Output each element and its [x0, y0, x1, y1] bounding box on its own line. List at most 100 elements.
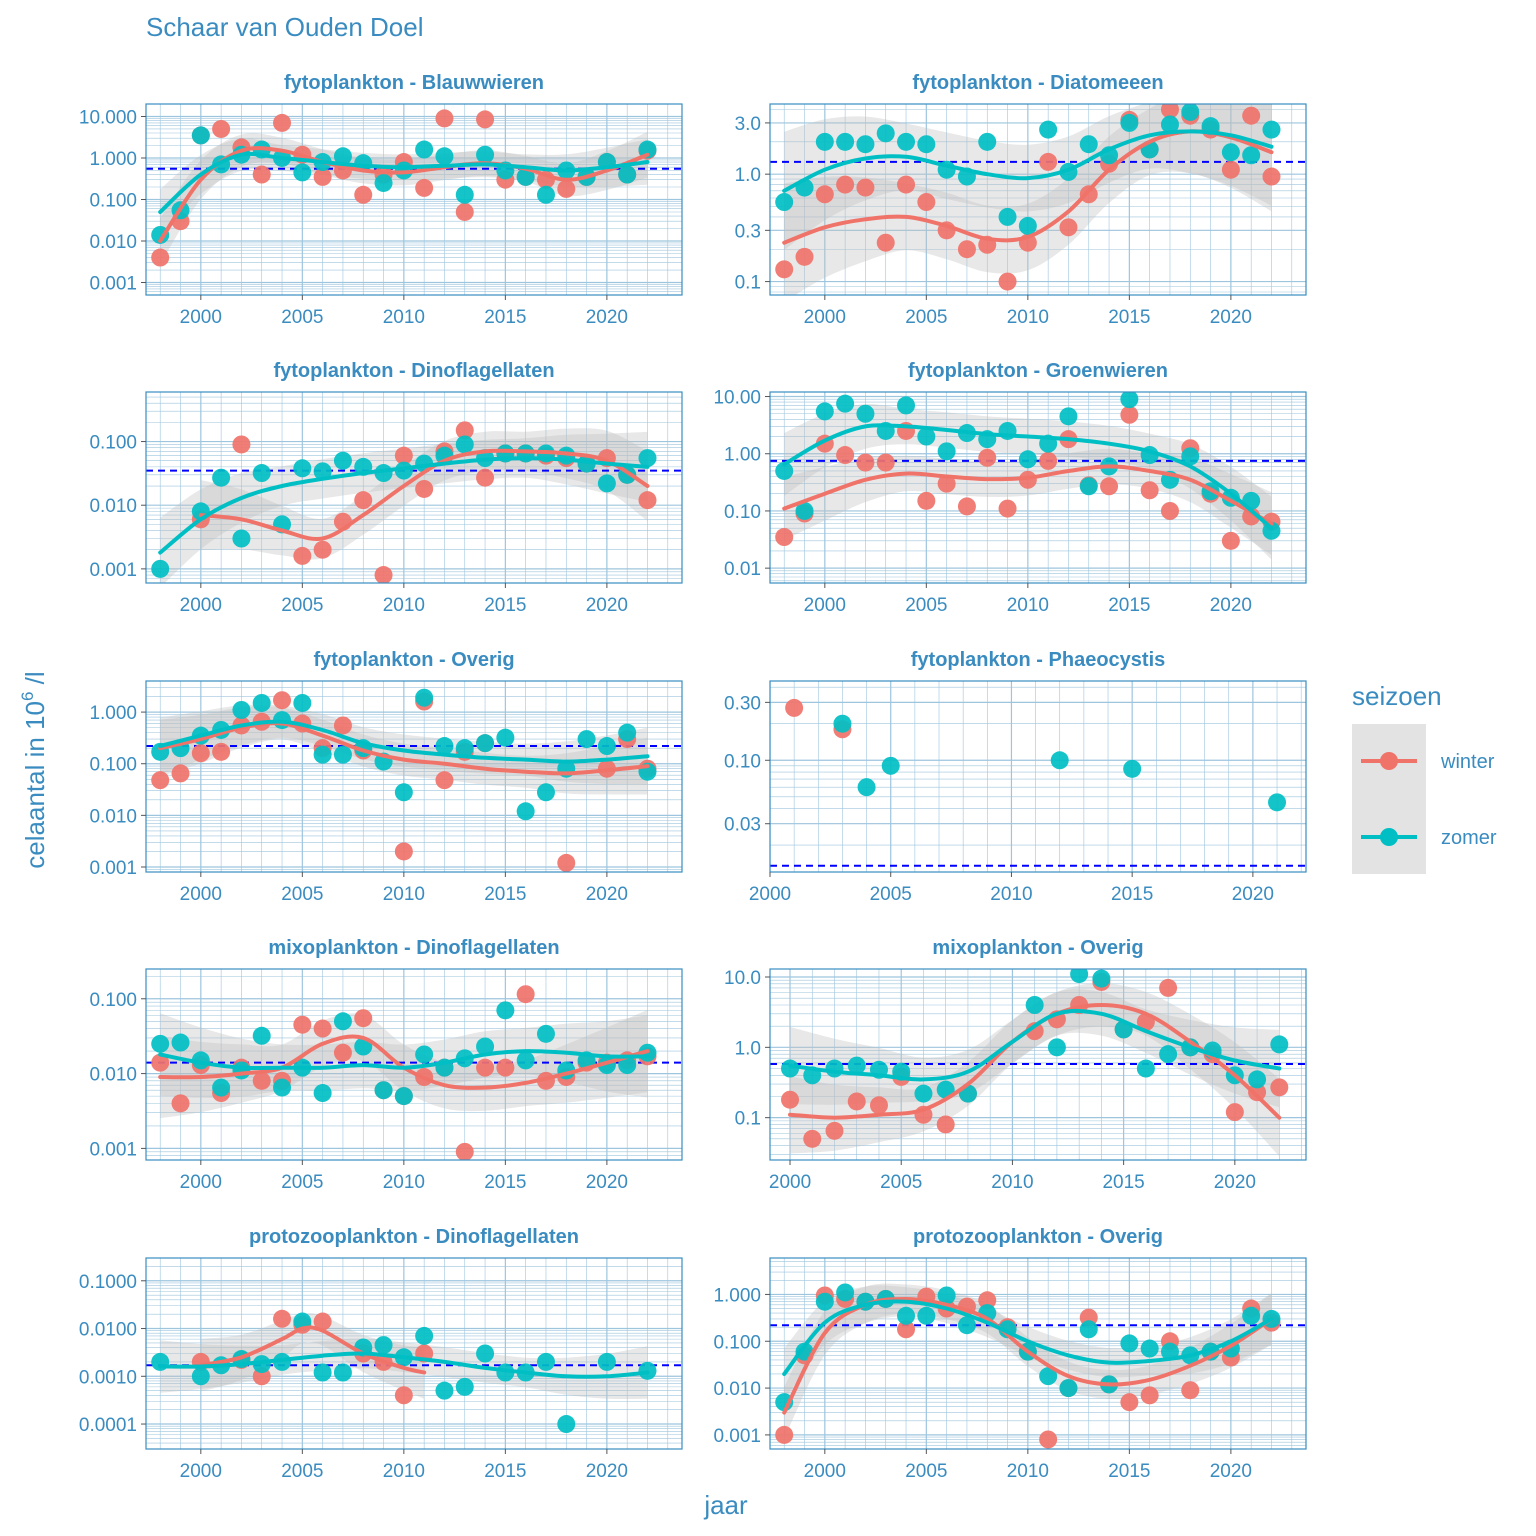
- legend-entry-zomer-point: [1380, 828, 1398, 846]
- panel-fytoplankton-overig-y-tick-label: 1.000: [89, 703, 137, 724]
- panel-fytoplankton-overig-point-zomer: [313, 745, 332, 764]
- panel-protozooplankton-overig-plot-area: [770, 1258, 1306, 1449]
- panel-protozooplankton-dinoflagellaten-plot-area: [146, 1258, 682, 1449]
- panel-protozooplankton-overig-point-zomer: [815, 1292, 834, 1311]
- panel-fytoplankton-blauwwieren-point-zomer: [333, 147, 352, 166]
- panel-fytoplankton-groenwieren-point-winter: [978, 448, 997, 467]
- panel-fytoplankton-diatomeeen-point-zomer: [897, 132, 916, 151]
- panel-protozooplankton-dinoflagellaten-point-winter: [273, 1309, 292, 1328]
- panel-protozooplankton-dinoflagellaten-y-tick-label: 0.1000: [79, 1272, 137, 1293]
- panel-mixoplankton-dinoflagellaten-point-winter: [313, 1019, 332, 1038]
- panel-fytoplankton-blauwwieren-point-zomer: [618, 165, 637, 184]
- panel-fytoplankton-overig-x-tick-label: 2015: [484, 884, 526, 905]
- panel-fytoplankton-dinoflagellaten-point-zomer: [638, 449, 657, 468]
- panel-mixoplankton-overig-y-tick-label: 1.0: [735, 1038, 761, 1059]
- panel-fytoplankton-phaeocystis-point-winter: [785, 698, 804, 717]
- panel-protozooplankton-overig-point-zomer: [897, 1306, 916, 1325]
- panel-protozooplankton-overig-x-tick-label: 2015: [1108, 1461, 1150, 1482]
- panel-mixoplankton-dinoflagellaten-point-zomer: [415, 1045, 434, 1064]
- panel-fytoplankton-groenwieren: fytoplankton - Groenwieren 2000 2005 2010 20…: [713, 360, 1307, 616]
- panel-protozooplankton-dinoflagellaten-point-zomer: [597, 1352, 616, 1371]
- panel-fytoplankton-diatomeeen-y-tick-label: 0.1: [735, 273, 761, 294]
- panel-fytoplankton-overig-point-zomer: [455, 739, 474, 758]
- panel-mixoplankton-overig-border: [769, 968, 1307, 1161]
- panel-mixoplankton-overig-x-tick-label: 2005: [880, 1172, 922, 1193]
- panel-fytoplankton-overig-x-tick-label: 2000: [180, 884, 222, 905]
- panel-fytoplankton-overig-point-zomer: [333, 745, 352, 764]
- panel-protozooplankton-overig-x-tick-label: 2000: [804, 1461, 846, 1482]
- panel-fytoplankton-groenwieren-point-zomer: [897, 396, 916, 415]
- panel-fytoplankton-blauwwieren-point-winter: [476, 110, 495, 129]
- panel-fytoplankton-overig-trend-zomer: [158, 719, 650, 764]
- panel-fytoplankton-blauwwieren-point-zomer: [293, 163, 312, 182]
- panel-fytoplankton-groenwieren-point-zomer: [775, 461, 794, 480]
- panel-mixoplankton-dinoflagellaten-point-zomer: [313, 1084, 332, 1103]
- panel-fytoplankton-overig-y-tick-label: 0.001: [89, 858, 137, 879]
- y-axis-label-unit: /l: [20, 671, 50, 691]
- panel-fytoplankton-blauwwieren-point-zomer: [455, 185, 474, 204]
- panel-fytoplankton-overig-point-zomer: [252, 693, 271, 712]
- panel-protozooplankton-dinoflagellaten-point-winter: [394, 1386, 413, 1405]
- panel-fytoplankton-diatomeeen-point-zomer: [917, 135, 936, 154]
- panel-fytoplankton-phaeocystis-point-zomer: [833, 714, 852, 733]
- panel-mixoplankton-dinoflagellaten-point-winter: [293, 1015, 312, 1034]
- panel-mixoplankton-overig-plot-area: [770, 969, 1306, 1160]
- panel-fytoplankton-diatomeeen-point-winter: [775, 260, 794, 279]
- panel-fytoplankton-diatomeeen-title: fytoplankton - Diatomeeen: [912, 72, 1163, 94]
- panel-fytoplankton-blauwwieren-point-zomer: [415, 140, 434, 159]
- panel-mixoplankton-dinoflagellaten-point-zomer: [618, 1056, 637, 1075]
- panel-fytoplankton-diatomeeen-point-winter: [998, 272, 1017, 291]
- panel-fytoplankton-diatomeeen-x-tick-label: 2010: [1007, 307, 1049, 328]
- panel-mixoplankton-dinoflagellaten-border: [145, 968, 683, 1161]
- panel-fytoplankton-dinoflagellaten-point-zomer: [212, 468, 231, 487]
- panel-fytoplankton-blauwwieren-point-winter: [354, 185, 373, 204]
- legend-entry-zomer-label: zomer: [1441, 827, 1497, 849]
- panel-protozooplankton-dinoflagellaten-point-zomer: [455, 1377, 474, 1396]
- panel-fytoplankton-overig-point-winter: [151, 771, 170, 790]
- panel-fytoplankton-blauwwieren-point-winter: [313, 167, 332, 186]
- panel-fytoplankton-phaeocystis-x-tick-label: 2020: [1232, 884, 1274, 905]
- panel-protozooplankton-dinoflagellaten-x-tick-label: 2010: [383, 1461, 425, 1482]
- panel-protozooplankton-dinoflagellaten-title: protozooplankton - Dinoflagellaten: [249, 1226, 579, 1248]
- legend-title: seizoen: [1352, 681, 1442, 711]
- legend-entry-winter-label: winter: [1440, 751, 1495, 773]
- panel-fytoplankton-phaeocystis-point-zomer: [1123, 759, 1142, 778]
- panel-fytoplankton-groenwieren-point-zomer: [1018, 450, 1037, 469]
- panel-mixoplankton-overig-x-tick-label: 2010: [991, 1172, 1033, 1193]
- panel-fytoplankton-groenwieren-x-tick-label: 2020: [1210, 595, 1252, 616]
- panel-mixoplankton-dinoflagellaten-point-winter: [496, 1058, 515, 1077]
- panel-fytoplankton-dinoflagellaten-x-tick-label: 2005: [281, 595, 323, 616]
- panel-mixoplankton-overig-point-zomer: [1025, 995, 1044, 1014]
- chart-title: Schaar van Ouden Doel: [146, 12, 424, 42]
- panel-protozooplankton-overig-x-tick-label: 2010: [1007, 1461, 1049, 1482]
- panel-fytoplankton-phaeocystis-point-zomer: [857, 778, 876, 797]
- panel-protozooplankton-dinoflagellaten-point-zomer: [435, 1381, 454, 1400]
- panel-fytoplankton-blauwwieren-point-winter: [435, 109, 454, 128]
- panel-protozooplankton-overig-y-tick-label: 0.010: [713, 1379, 761, 1400]
- panel-protozooplankton-overig-point-zomer: [836, 1283, 855, 1302]
- panel-fytoplankton-diatomeeen-plot-area: [770, 104, 1306, 295]
- panel-fytoplankton-diatomeeen-point-zomer: [1039, 120, 1058, 139]
- panel-mixoplankton-dinoflagellaten-point-winter: [455, 1142, 474, 1160]
- panel-fytoplankton-phaeocystis-x-tick-label: 2000: [749, 884, 791, 905]
- panel-fytoplankton-groenwieren-point-winter: [998, 499, 1017, 518]
- panel-fytoplankton-diatomeeen-border: [769, 103, 1307, 296]
- panel-protozooplankton-dinoflagellaten-point-zomer: [333, 1363, 352, 1382]
- panel-mixoplankton-dinoflagellaten-point-zomer: [476, 1037, 495, 1056]
- panel-protozooplankton-dinoflagellaten-point-zomer: [557, 1415, 576, 1434]
- panel-fytoplankton-groenwieren-point-zomer: [1120, 392, 1139, 409]
- panel-fytoplankton-overig-point-zomer: [536, 783, 555, 802]
- panel-fytoplankton-groenwieren-y-tick-label: 0.10: [724, 502, 761, 523]
- panel-mixoplankton-dinoflagellaten-point-zomer: [252, 1026, 271, 1045]
- panel-fytoplankton-diatomeeen-trend-zomer: [782, 129, 1274, 193]
- panel-mixoplankton-overig-point-winter: [1225, 1103, 1244, 1122]
- panel-protozooplankton-dinoflagellaten-point-zomer: [273, 1352, 292, 1371]
- panel-fytoplankton-diatomeeen-point-zomer: [815, 132, 834, 151]
- panel-fytoplankton-overig-point-zomer: [394, 783, 413, 802]
- panel-fytoplankton-blauwwieren-plot-area: [146, 104, 682, 295]
- panel-protozooplankton-overig: protozooplankton - Overig 2000 2005 2010 201…: [713, 1226, 1307, 1482]
- panel-fytoplankton-phaeocystis-x-tick-label: 2015: [1111, 884, 1153, 905]
- panel-fytoplankton-diatomeeen-point-winter: [1039, 152, 1058, 171]
- panel-fytoplankton-blauwwieren-x-tick-label: 2010: [383, 307, 425, 328]
- panel-fytoplankton-dinoflagellaten-plot-area: [146, 392, 682, 583]
